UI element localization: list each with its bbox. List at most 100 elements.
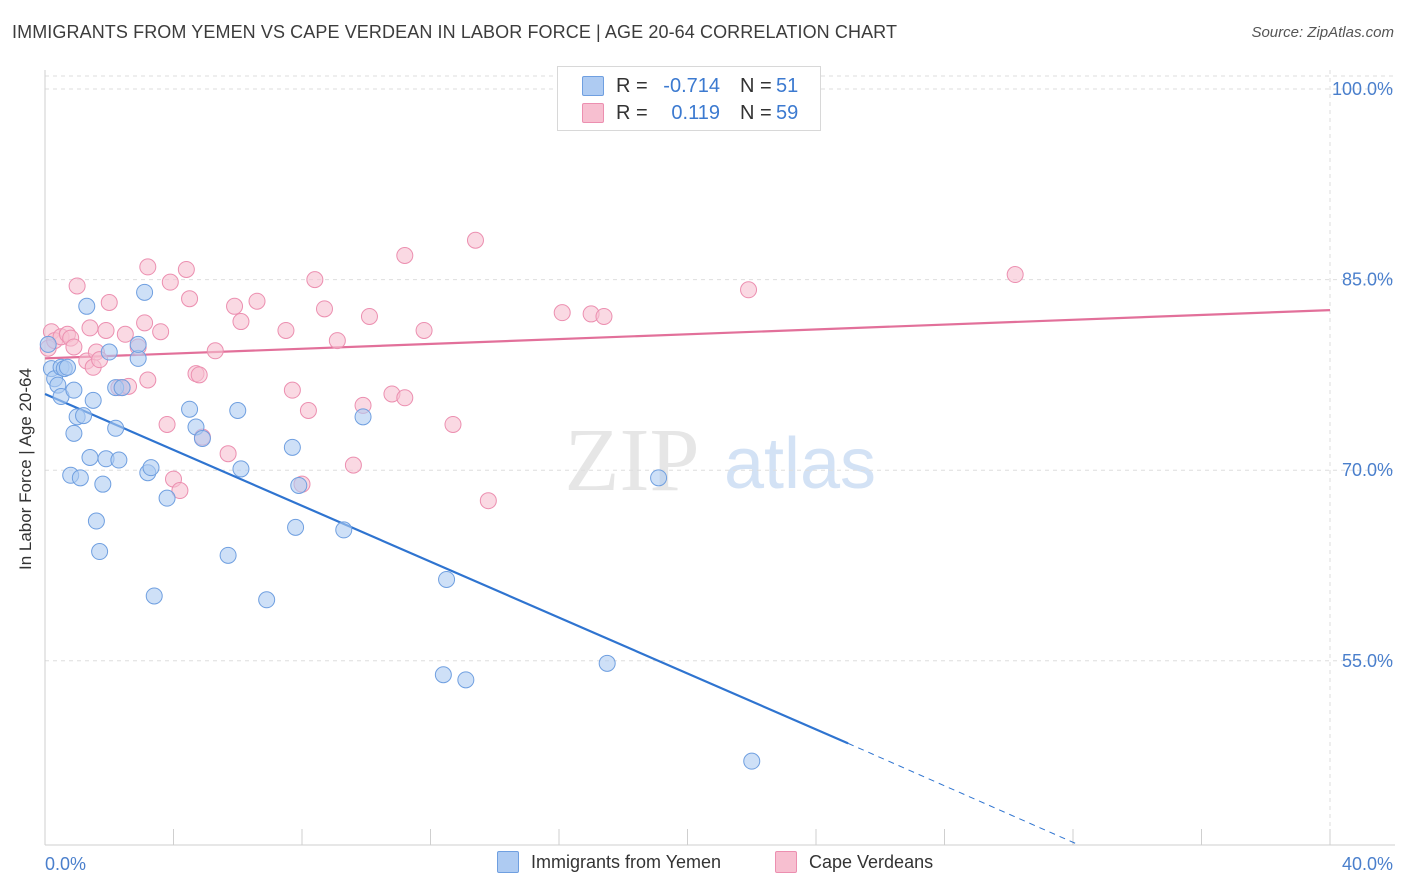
cape-point bbox=[444, 415, 462, 433]
cape-point bbox=[1006, 266, 1024, 284]
cape-point bbox=[181, 290, 199, 308]
yemen-point bbox=[65, 424, 83, 442]
gridlines bbox=[45, 70, 1395, 845]
cape-point bbox=[171, 482, 189, 500]
cape-point bbox=[219, 445, 237, 463]
cape-point bbox=[277, 321, 295, 339]
yemen-point bbox=[84, 391, 102, 409]
cape-point bbox=[158, 415, 176, 433]
cape-point bbox=[396, 389, 414, 407]
cape-point bbox=[100, 294, 118, 311]
chart-title: IMMIGRANTS FROM YEMEN VS CAPE VERDEAN IN… bbox=[12, 22, 898, 42]
legend-item-cape[interactable]: Cape Verdeans bbox=[775, 851, 933, 873]
yemen-point bbox=[94, 475, 112, 493]
yemen-point bbox=[87, 512, 105, 530]
cape-point bbox=[283, 381, 301, 399]
cape-point bbox=[595, 307, 613, 325]
n-label: N = bbox=[740, 101, 772, 124]
r-value: -0.714 bbox=[663, 74, 720, 97]
cape-point bbox=[479, 492, 497, 510]
watermark-zip: ZIP bbox=[565, 411, 700, 510]
yemen-point bbox=[229, 401, 247, 419]
y-tick-label: 100.0% bbox=[1332, 79, 1393, 99]
data-points bbox=[39, 231, 1024, 770]
cape-point bbox=[232, 313, 250, 331]
cape-trend-line bbox=[44, 309, 1331, 360]
source-label: Source: ZipAtlas.com bbox=[1251, 24, 1394, 41]
legend-swatch-cape bbox=[775, 851, 797, 873]
yemen-point bbox=[110, 451, 128, 469]
cape-point bbox=[360, 307, 378, 325]
x-tick-label: 40.0% bbox=[1342, 854, 1393, 874]
legend-item-yemen[interactable]: Immigrants from Yemen bbox=[497, 851, 721, 873]
cape-point bbox=[306, 271, 324, 289]
cape-point bbox=[740, 281, 758, 299]
cape-point bbox=[315, 300, 333, 318]
yemen-point bbox=[598, 654, 616, 672]
yemen-point bbox=[136, 283, 154, 301]
cape-point bbox=[139, 258, 157, 276]
yemen-point bbox=[219, 546, 237, 564]
cape-point bbox=[553, 304, 571, 322]
cape-point bbox=[68, 277, 86, 295]
cape-point bbox=[139, 371, 157, 389]
y-tick-label: 70.0% bbox=[1342, 460, 1393, 480]
yemen-point bbox=[113, 379, 131, 397]
yemen-point bbox=[354, 408, 372, 426]
r-label: R = bbox=[616, 101, 648, 124]
yemen-point bbox=[145, 587, 163, 605]
x-tick-label: 0.0% bbox=[45, 854, 86, 874]
yemen-point bbox=[181, 400, 199, 418]
yemen-point bbox=[743, 752, 761, 770]
yemen-point bbox=[65, 381, 83, 399]
swatch-yemen bbox=[582, 76, 604, 96]
yemen-point bbox=[58, 358, 76, 376]
yemen-point bbox=[158, 489, 176, 507]
yemen-point bbox=[39, 335, 57, 353]
r-value: 0.119 bbox=[671, 101, 720, 124]
legend-label-cape: Cape Verdeans bbox=[809, 851, 934, 872]
axes bbox=[44, 70, 1395, 846]
cape-point bbox=[116, 325, 134, 343]
cape-point bbox=[136, 314, 154, 332]
swatch-cape bbox=[582, 103, 604, 123]
yemen-point bbox=[78, 297, 96, 315]
legend-label-yemen: Immigrants from Yemen bbox=[531, 851, 722, 872]
yemen-point bbox=[438, 570, 456, 588]
stats-legend: R = -0.714 N = 51 R = 0.119 N = 59 bbox=[557, 66, 821, 131]
cape-point bbox=[344, 456, 362, 474]
cape-point bbox=[396, 246, 414, 264]
trend-lines bbox=[44, 309, 1331, 845]
cape-point bbox=[65, 338, 83, 356]
yemen-point bbox=[335, 521, 353, 539]
yemen-point bbox=[75, 407, 93, 425]
cape-point bbox=[152, 323, 170, 341]
n-value: 51 bbox=[776, 74, 799, 97]
yemen-point bbox=[129, 335, 147, 353]
n-value: 59 bbox=[776, 101, 799, 124]
yemen-point bbox=[142, 459, 160, 477]
yemen-trend-extension bbox=[847, 742, 1077, 845]
yemen-point bbox=[290, 476, 308, 494]
yemen-point bbox=[287, 518, 305, 536]
yemen-point bbox=[258, 591, 276, 609]
y-axis-label: In Labor Force | Age 20-64 bbox=[16, 368, 35, 570]
cape-point bbox=[328, 332, 346, 350]
yemen-point bbox=[107, 419, 125, 437]
y-tick-label: 55.0% bbox=[1342, 651, 1393, 671]
cape-point bbox=[177, 260, 195, 278]
yemen-point bbox=[283, 438, 301, 456]
yemen-point bbox=[434, 666, 452, 684]
cape-point bbox=[415, 321, 433, 339]
watermark-atlas: atlas bbox=[724, 424, 876, 504]
y-tick-label: 85.0% bbox=[1342, 270, 1393, 290]
cape-point bbox=[97, 321, 115, 339]
yemen-point bbox=[91, 543, 109, 561]
yemen-point bbox=[650, 469, 668, 487]
tick-labels: 55.0% 70.0% 85.0% 100.0% 0.0% 40.0% bbox=[45, 79, 1393, 874]
stats-row-cape: R = 0.119 N = 59 bbox=[582, 100, 798, 126]
yemen-point bbox=[71, 469, 89, 487]
yemen-point bbox=[193, 429, 211, 447]
n-label: N = bbox=[740, 74, 772, 97]
